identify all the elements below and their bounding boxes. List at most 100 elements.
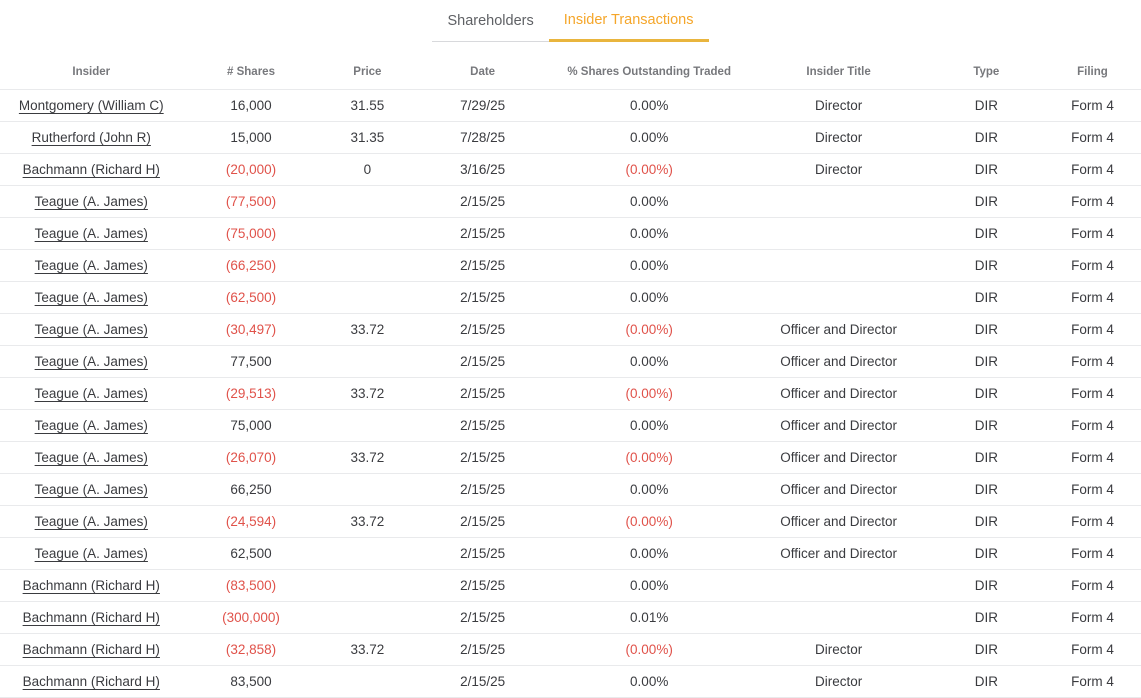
pct-cell: 0.00% <box>549 249 749 282</box>
insider-transactions-table: Insider # Shares Price Date % Shares Out… <box>0 42 1141 698</box>
insider-title-cell <box>748 217 929 250</box>
pct-cell: 0.00% <box>549 217 749 250</box>
insider-cell: Rutherford (John R) <box>0 121 183 154</box>
filing-cell: Form 4 <box>1043 505 1141 538</box>
table-row: Teague (A. James) (77,500) 2/15/25 0.00%… <box>0 185 1141 218</box>
shares-cell: (77,500) <box>182 185 320 218</box>
shares-cell: 66,250 <box>182 473 320 506</box>
insider-link[interactable]: Teague (A. James) <box>34 417 148 433</box>
insider-link[interactable]: Bachmann (Richard H) <box>22 577 160 593</box>
pct-cell: (0.00%) <box>549 313 749 346</box>
pct-cell: 0.00% <box>549 185 749 218</box>
table-row: Teague (A. James) 62,500 2/15/25 0.00% O… <box>0 537 1141 570</box>
table-row: Teague (A. James) (66,250) 2/15/25 0.00%… <box>0 249 1141 282</box>
table-row: Teague (A. James) (24,594) 33.72 2/15/25… <box>0 505 1141 538</box>
insider-title-cell: Director <box>748 633 929 666</box>
insider-cell: Bachmann (Richard H) <box>0 665 183 698</box>
column-header-insider-title: Insider Title <box>748 42 929 90</box>
column-header-insider: Insider <box>0 42 183 90</box>
column-header-date: Date <box>415 42 550 90</box>
insider-cell: Montgomery (William C) <box>0 89 183 122</box>
table-row: Bachmann (Richard H) (83,500) 2/15/25 0.… <box>0 569 1141 602</box>
column-header-pct-shares-outstanding-traded: % Shares Outstanding Traded <box>549 42 749 90</box>
insider-link[interactable]: Teague (A. James) <box>34 449 148 465</box>
insider-link[interactable]: Montgomery (William C) <box>18 97 164 113</box>
filing-cell: Form 4 <box>1043 569 1141 602</box>
date-cell: 2/15/25 <box>415 601 550 634</box>
insider-link[interactable]: Teague (A. James) <box>34 353 148 369</box>
insider-link[interactable]: Bachmann (Richard H) <box>22 673 160 689</box>
type-cell: DIR <box>928 121 1044 154</box>
pct-cell: 0.00% <box>549 473 749 506</box>
pct-cell: 0.00% <box>549 537 749 570</box>
price-cell: 33.72 <box>319 441 416 474</box>
table-row: Bachmann (Richard H) (300,000) 2/15/25 0… <box>0 601 1141 634</box>
price-cell: 33.72 <box>319 505 416 538</box>
pct-cell: 0.01% <box>549 601 749 634</box>
table-row: Teague (A. James) (75,000) 2/15/25 0.00%… <box>0 217 1141 250</box>
shares-cell: 77,500 <box>182 345 320 378</box>
type-cell: DIR <box>928 281 1044 314</box>
type-cell: DIR <box>928 249 1044 282</box>
date-cell: 2/15/25 <box>415 505 550 538</box>
insider-link[interactable]: Teague (A. James) <box>34 481 148 497</box>
insider-link[interactable]: Teague (A. James) <box>34 193 148 209</box>
filing-cell: Form 4 <box>1043 89 1141 122</box>
pct-cell: 0.00% <box>549 281 749 314</box>
tab-insider-transactions[interactable]: Insider Transactions <box>548 0 709 42</box>
tab-shareholders[interactable]: Shareholders <box>432 0 549 42</box>
insider-title-cell: Director <box>748 89 929 122</box>
type-cell: DIR <box>928 537 1044 570</box>
shares-cell: 15,000 <box>182 121 320 154</box>
type-cell: DIR <box>928 601 1044 634</box>
insider-link[interactable]: Teague (A. James) <box>34 225 148 241</box>
filing-cell: Form 4 <box>1043 409 1141 442</box>
date-cell: 2/15/25 <box>415 249 550 282</box>
type-cell: DIR <box>928 345 1044 378</box>
insider-cell: Teague (A. James) <box>0 409 183 442</box>
date-cell: 2/15/25 <box>415 441 550 474</box>
pct-cell: 0.00% <box>549 121 749 154</box>
insider-link[interactable]: Bachmann (Richard H) <box>22 609 160 625</box>
date-cell: 2/15/25 <box>415 633 550 666</box>
type-cell: DIR <box>928 185 1044 218</box>
insider-link[interactable]: Teague (A. James) <box>34 385 148 401</box>
type-cell: DIR <box>928 633 1044 666</box>
filing-cell: Form 4 <box>1043 633 1141 666</box>
insider-link[interactable]: Teague (A. James) <box>34 289 148 305</box>
date-cell: 7/29/25 <box>415 89 550 122</box>
price-cell <box>319 345 416 378</box>
filing-cell: Form 4 <box>1043 185 1141 218</box>
filing-cell: Form 4 <box>1043 153 1141 186</box>
price-cell <box>319 665 416 698</box>
pct-cell: (0.00%) <box>549 505 749 538</box>
price-cell: 0 <box>319 153 416 186</box>
table-row: Montgomery (William C) 16,000 31.55 7/29… <box>0 89 1141 122</box>
table-row: Teague (A. James) (30,497) 33.72 2/15/25… <box>0 313 1141 346</box>
date-cell: 2/15/25 <box>415 217 550 250</box>
insider-cell: Bachmann (Richard H) <box>0 153 183 186</box>
filing-cell: Form 4 <box>1043 313 1141 346</box>
shares-cell: (29,513) <box>182 377 320 410</box>
filing-cell: Form 4 <box>1043 217 1141 250</box>
insider-link[interactable]: Rutherford (John R) <box>31 129 151 145</box>
insider-link[interactable]: Bachmann (Richard H) <box>22 161 160 177</box>
type-cell: DIR <box>928 409 1044 442</box>
insider-title-cell: Officer and Director <box>748 537 929 570</box>
table-row: Teague (A. James) 77,500 2/15/25 0.00% O… <box>0 345 1141 378</box>
pct-cell: (0.00%) <box>549 377 749 410</box>
shares-cell: (20,000) <box>182 153 320 186</box>
pct-cell: 0.00% <box>549 345 749 378</box>
shares-cell: (26,070) <box>182 441 320 474</box>
insider-link[interactable]: Bachmann (Richard H) <box>22 641 160 657</box>
type-cell: DIR <box>928 569 1044 602</box>
insider-link[interactable]: Teague (A. James) <box>34 513 148 529</box>
date-cell: 2/15/25 <box>415 345 550 378</box>
insider-link[interactable]: Teague (A. James) <box>34 257 148 273</box>
insider-link[interactable]: Teague (A. James) <box>34 321 148 337</box>
insider-link[interactable]: Teague (A. James) <box>34 545 148 561</box>
pct-cell: 0.00% <box>549 89 749 122</box>
table-row: Teague (A. James) (62,500) 2/15/25 0.00%… <box>0 281 1141 314</box>
table-row: Teague (A. James) 75,000 2/15/25 0.00% O… <box>0 409 1141 442</box>
filing-cell: Form 4 <box>1043 537 1141 570</box>
